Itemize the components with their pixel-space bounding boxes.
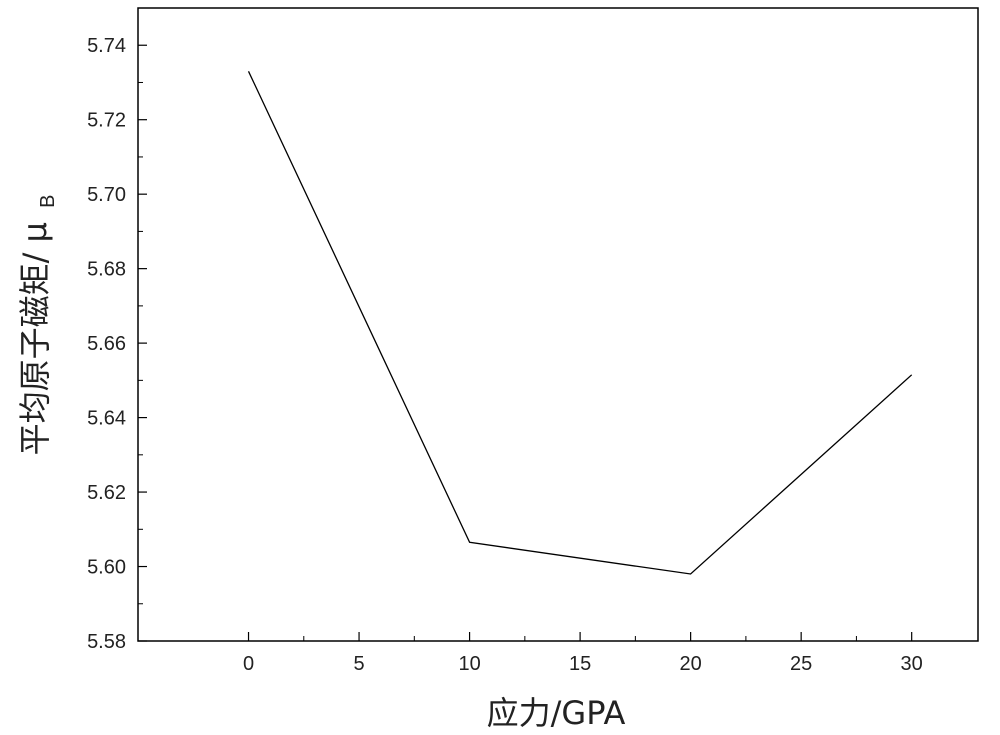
y-axis-title: 平均原子磁矩/ μ B (16, 195, 59, 456)
y-tick-label: 5.66 (87, 333, 126, 355)
x-tick-label: 15 (569, 653, 591, 675)
y-tick-label: 5.64 (87, 408, 126, 430)
x-axis: 0 5 10 15 20 25 30 (243, 632, 923, 675)
plot-frame (137, 7, 979, 642)
y-tick-label: 5.62 (87, 482, 126, 504)
y-tick-label: 5.74 (87, 35, 126, 57)
y-axis-title-main: 平均原子磁矩/ μ (16, 222, 54, 455)
x-tick-label: 30 (901, 653, 923, 675)
x-tick-label: 10 (458, 653, 480, 675)
series-layer (247, 71, 913, 575)
x-tick-label: 25 (790, 653, 812, 675)
x-axis-title: 应力/GPA (487, 694, 626, 732)
series-line (247, 71, 913, 575)
y-tick-label: 5.70 (87, 184, 126, 206)
y-tick-label: 5.68 (87, 259, 126, 281)
y-tick-label: 5.72 (87, 110, 126, 132)
y-tick-label: 5.60 (87, 557, 126, 579)
y-axis: 5.58 5.60 5.62 5.64 5.66 5.68 5.70 5.72 5.74 (87, 35, 147, 653)
x-tick-label: 5 (353, 653, 364, 675)
x-tick-label: 20 (680, 653, 702, 675)
y-axis-title-sub: B (37, 195, 59, 208)
y-tick-label: 5.58 (87, 631, 126, 653)
x-tick-label: 0 (243, 653, 254, 675)
